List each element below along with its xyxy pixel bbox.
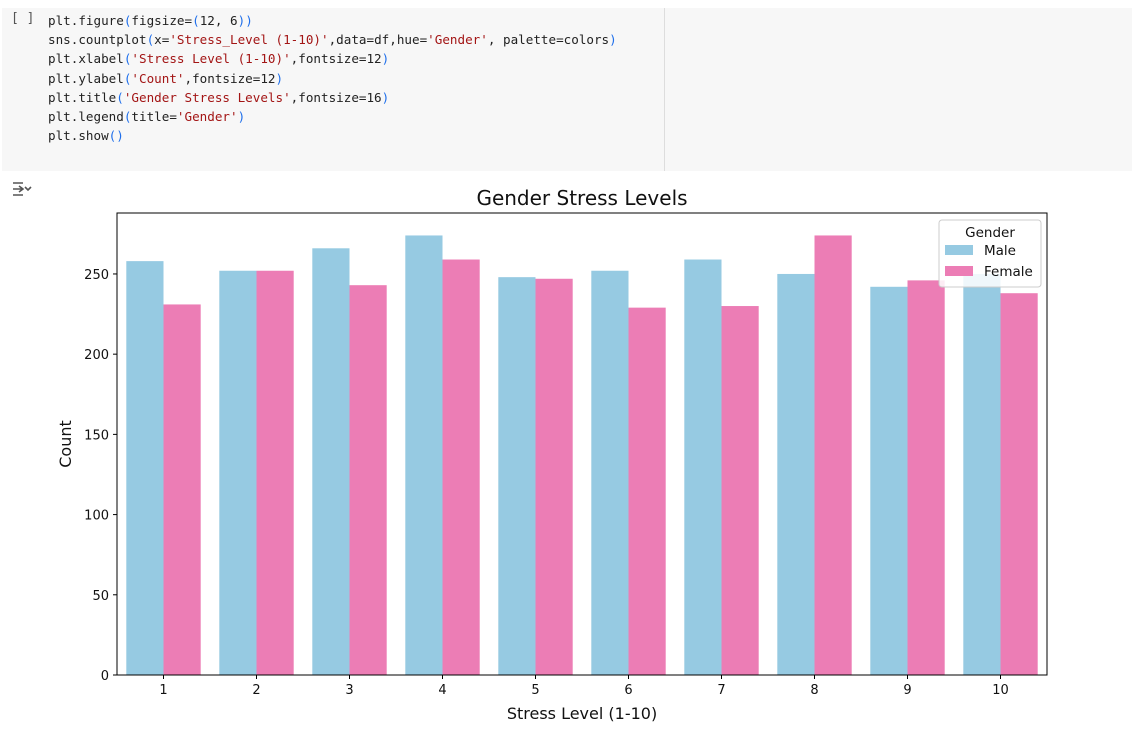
legend-label: Male [984,243,1016,259]
bar-female-6 [628,307,666,675]
legend-swatch-female [945,266,973,276]
code-line: plt.xlabel('Stress Level (1-10)',fontsiz… [48,51,390,67]
x-tick-label: 2 [252,683,260,698]
code-cell[interactable]: [ ] plt.figure(figsize=(12, 6)) sns.count… [2,8,1132,171]
code-line: plt.figure(figsize=(12, 6)) [48,13,253,28]
bar-female-1 [163,304,201,675]
x-axis-label: Stress Level (1-10) [507,704,657,723]
x-tick-label: 1 [159,683,167,698]
legend: Gender Male Female [938,219,1042,288]
y-tick-label: 250 [84,268,109,283]
bar-female-3 [349,285,387,675]
code-line: plt.ylabel('Count',fontsize=12) [48,70,284,86]
bar-male-10 [963,273,1001,675]
bar-male-3 [312,248,350,675]
legend-title: Gender [965,225,1015,241]
bar-male-4 [405,235,443,676]
cell-divider [664,8,665,171]
y-tick-label: 0 [101,669,109,684]
bar-male-8 [777,273,815,675]
bar-male-5 [498,277,536,675]
legend-swatch-male [945,245,973,255]
code-line: plt.show() [48,128,124,144]
y-tick-label: 150 [84,428,109,443]
bar-male-7 [684,259,722,675]
y-tick-label: 200 [84,348,109,363]
bar-female-8 [814,235,852,676]
x-tick-label: 8 [810,683,818,698]
bar-female-2 [256,270,294,675]
code-line: plt.title('Gender Stress Levels',fontsiz… [48,89,390,105]
x-tick-label: 9 [903,683,911,698]
x-tick-label: 3 [345,683,353,698]
bar-female-9 [907,280,945,675]
x-tick-label: 5 [531,683,539,698]
chart-title: Gender Stress Levels [476,186,687,210]
bar-male-2 [219,270,257,675]
y-axis-label: Count [56,420,75,468]
x-tick-label: 10 [992,683,1009,698]
y-tick-label: 100 [84,509,109,524]
axes-frame [116,212,1048,676]
bar-female-4 [442,259,480,675]
legend-label: Female [984,264,1033,280]
code-line: sns.countplot(x='Stress_Level (1-10)',da… [48,32,617,48]
bar-female-7 [721,306,759,675]
x-tick-label: 4 [438,683,446,698]
bar-male-6 [591,270,629,675]
code-line: plt.legend(title='Gender') [48,109,246,125]
bar-female-10 [1000,293,1038,675]
output-toggle-icon[interactable] [12,180,34,202]
code-editor[interactable]: plt.figure(figsize=(12, 6)) sns.countplot… [48,11,617,145]
run-cell-button[interactable]: [ ] [11,11,35,26]
bar-male-1 [126,261,164,675]
y-tick-label: 50 [92,589,109,604]
x-tick-label: 7 [717,683,725,698]
bar-female-5 [535,278,573,675]
x-tick-label: 6 [624,683,632,698]
bar-male-9 [870,286,908,675]
